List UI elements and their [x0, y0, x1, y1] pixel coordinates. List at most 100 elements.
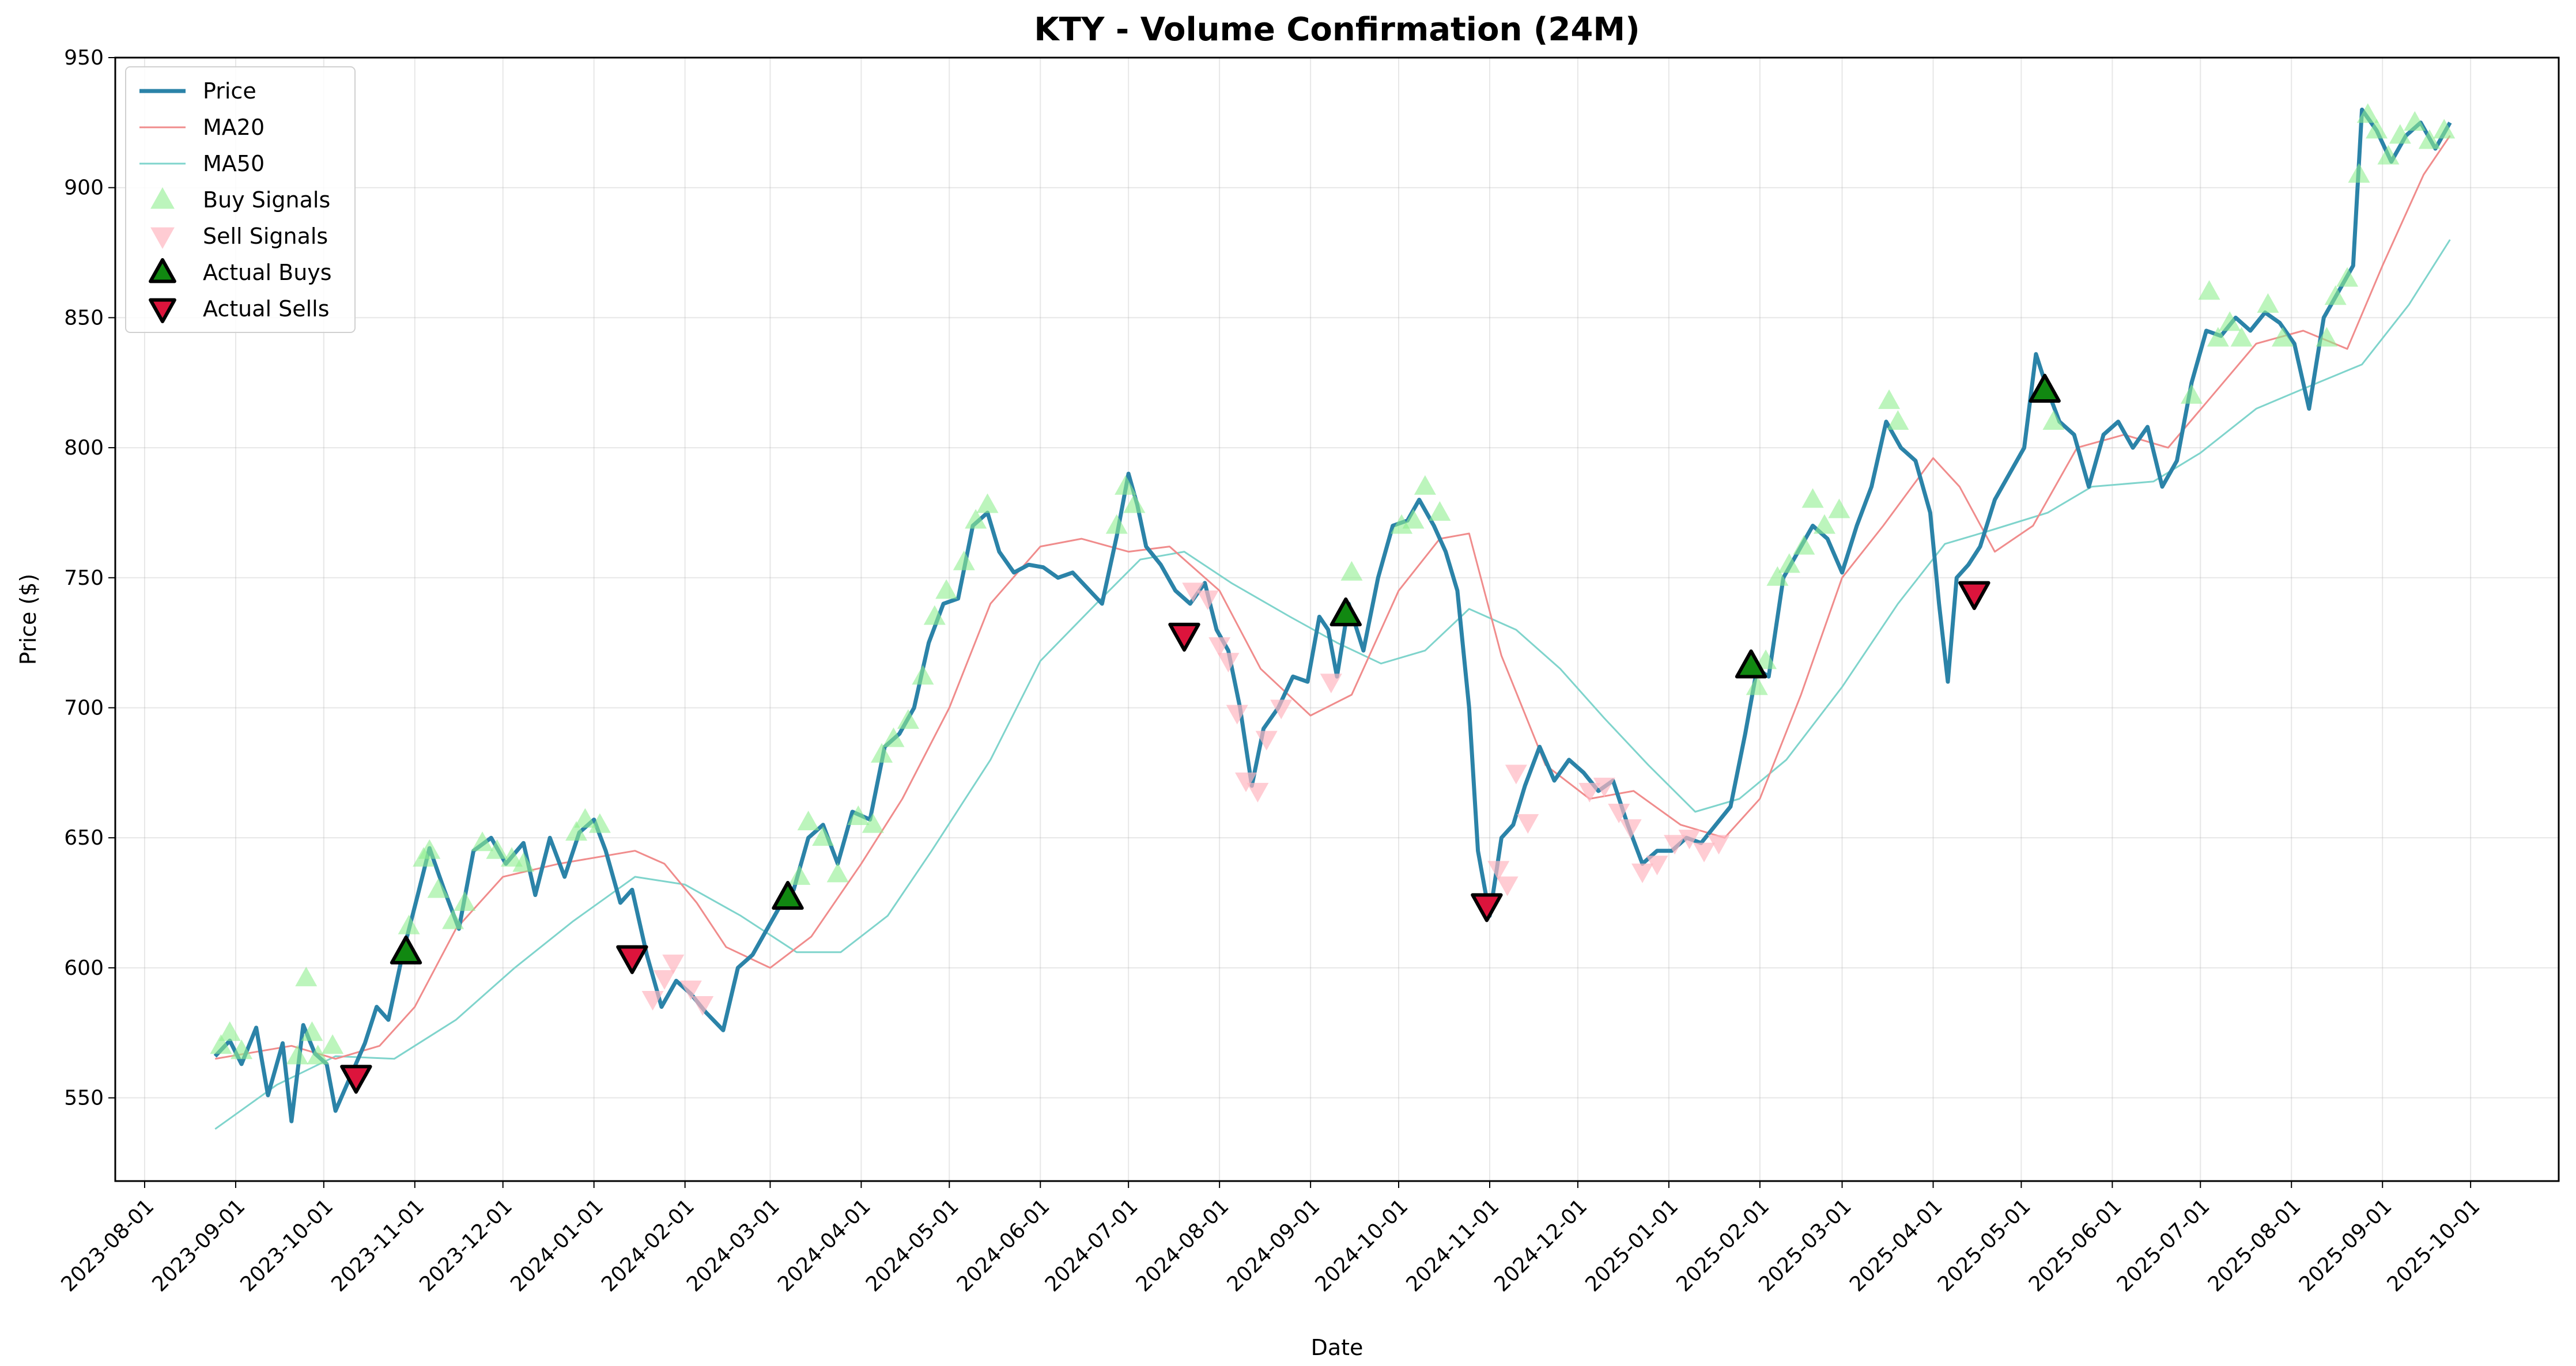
actual-buy-marker [390, 935, 422, 964]
buy-signal-marker [2219, 311, 2241, 331]
sell-signal-marker [662, 954, 685, 974]
sell-signal-marker [653, 970, 675, 990]
buy-signal-marker [797, 811, 819, 831]
sell-signal-marker [692, 996, 714, 1016]
plot-area [210, 103, 2456, 1130]
legend-actual-sells: Actual Sells [149, 296, 330, 323]
y-tick-label: 850 [64, 306, 104, 330]
legend-actual-sells-label: Actual Sells [203, 296, 330, 321]
sell-signal-marker [1631, 863, 1653, 883]
sell-signal-marker [1708, 835, 1730, 855]
buy-signal-marker [912, 665, 934, 685]
buy-signal-marker [2180, 384, 2203, 404]
legend-box [125, 66, 356, 333]
buy-signal-marker [1793, 535, 1815, 555]
buy-signal-marker [565, 821, 588, 841]
legend-ma50-label: MA50 [203, 151, 265, 176]
actual-buy-marker [1329, 597, 1362, 627]
chart-title: KTY - Volume Confirmation (24M) [1034, 11, 1640, 48]
legend-actual-buys-label: Actual Buys [203, 260, 332, 285]
sell-signal-marker [1578, 782, 1601, 803]
buy-signal-marker [1391, 514, 1413, 534]
buy-signal-marker [500, 847, 523, 867]
sell-signal-marker [1619, 819, 1642, 839]
sell-signal-marker [1593, 777, 1615, 797]
sell-signal-marker [1664, 835, 1686, 855]
buy-signal-marker [398, 914, 420, 934]
buy-signal-marker [2433, 119, 2456, 139]
legend-ma50: MA50 [139, 151, 265, 176]
y-axis-label: Price ($) [16, 574, 41, 665]
sell-signal-marker [1320, 673, 1342, 694]
buy-signal-marker [2230, 327, 2253, 347]
y-axis: 550 600 650 700 750 800 850 900 950 [64, 46, 115, 1110]
buy-signal-marker [1746, 675, 1768, 695]
buy-signal-marker [2316, 327, 2338, 347]
buy-signal-marker [1105, 514, 1128, 534]
buy-signal-marker [812, 826, 834, 846]
sell-signal-marker [1505, 765, 1527, 785]
buy-signal-marker [1115, 475, 1137, 495]
buy-signal-marker [2418, 129, 2441, 149]
sell-signal-marker [1226, 705, 1248, 725]
sell-signal-marker [641, 991, 664, 1011]
actual-sell-marker [1958, 581, 1990, 610]
legend-actual-buys: Actual Buys [149, 258, 332, 285]
ma20-line [215, 135, 2451, 1060]
buy-signal-marker [871, 743, 893, 763]
buy-signal-marker [418, 839, 441, 859]
buy-signal-marker [2207, 327, 2229, 347]
legend-buy-signals-label: Buy Signals [203, 187, 330, 213]
buy-signal-marker [231, 1039, 253, 1059]
buy-signal-marker [588, 813, 611, 833]
legend-buy-signals-swatch [150, 187, 175, 209]
sell-signal-marker [1235, 772, 1257, 792]
buy-signal-marker [1429, 501, 1451, 521]
buy-signal-marker [826, 862, 849, 883]
buy-signal-marker [976, 493, 999, 513]
buy-signal-marker [218, 1021, 241, 1041]
actual-sell-marker [616, 945, 648, 974]
ma50-line [214, 239, 2451, 1130]
actual-buy-marker [2029, 373, 2061, 403]
sell-signal-marker [1646, 856, 1668, 876]
buy-signal-marker [1887, 410, 1909, 430]
buy-signal-marker [1766, 566, 1789, 586]
buy-signal-marker [1801, 488, 1824, 508]
buy-signal-marker [965, 509, 987, 529]
buy-signal-marker [935, 579, 958, 599]
sell-signal-marker [1487, 861, 1510, 881]
actual-sell-marker [1471, 893, 1503, 922]
buy-signal-marker [1402, 509, 1425, 529]
sell-signal-marker [1247, 782, 1269, 803]
sell-signal-marker [1196, 590, 1219, 610]
buy-signal-marker [2356, 103, 2379, 123]
buy-signal-marker [923, 605, 946, 625]
x-axis-label: Date [1311, 1335, 1363, 1360]
sell-signal-marker [1255, 731, 1278, 751]
y-tick-label: 600 [64, 956, 104, 980]
buy-signal-marker [1813, 514, 1835, 534]
sell-signal-marker [1182, 582, 1204, 603]
buy-signal-marker [897, 709, 919, 729]
actual-buy-marker [1735, 649, 1767, 679]
buy-signal-marker [486, 839, 508, 859]
sell-signal-marker [1270, 699, 1293, 720]
buy-signal-marker [1878, 389, 1901, 409]
buy-signal-marker [862, 813, 884, 833]
buy-signal-marker [574, 808, 596, 828]
legend-ma20-label: MA20 [203, 115, 265, 140]
legend-sell-signals: Sell Signals [150, 224, 328, 249]
buy-signal-marker [471, 831, 494, 852]
actual-sell-marker [1168, 622, 1200, 652]
sell-signal-marker [1496, 876, 1519, 896]
y-tick-label: 550 [64, 1087, 104, 1110]
sell-signal-marker [1208, 637, 1231, 657]
buy-signal-marker [1340, 561, 1363, 581]
buy-signal-marker [301, 1021, 323, 1041]
buy-signal-marker [322, 1034, 344, 1054]
buy-signal-marker [210, 1034, 232, 1054]
actual-sell-marker [340, 1065, 372, 1094]
sell-signal-marker [1693, 842, 1716, 862]
